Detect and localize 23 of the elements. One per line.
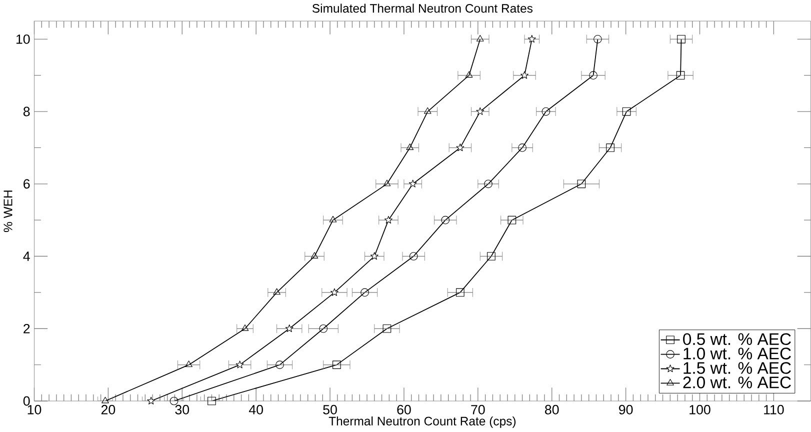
y-tick-label: 6 <box>24 179 30 189</box>
x-tick-label: 90 <box>619 405 633 415</box>
y-tick-label: 0 <box>23 396 30 406</box>
x-tick-label: 70 <box>471 405 485 415</box>
x-tick-label: 80 <box>545 405 559 415</box>
y-tick-label: 10 <box>16 34 30 44</box>
y-tick-label: 4 <box>23 252 30 262</box>
x-tick-label: 110 <box>764 405 784 415</box>
legend-label: 1.5 wt. % AEC <box>684 362 791 374</box>
x-tick-label: 100 <box>690 405 710 415</box>
x-tick-label: 30 <box>175 405 190 415</box>
legend-label: 0.5 wt. % AEC <box>683 333 791 346</box>
y-tick-label: 2 <box>24 324 30 334</box>
x-tick-label: 40 <box>248 405 263 415</box>
chart-title: Simulated Thermal Neutron Count Rates <box>312 4 533 13</box>
x-tick-label: 50 <box>323 405 337 415</box>
y-axis-title: % WEH <box>4 190 12 232</box>
x-tick-label: 60 <box>397 405 411 415</box>
x-axis-title: Thermal Neutron Count Rate (cps) <box>328 416 516 428</box>
x-tick-label: 20 <box>101 405 116 415</box>
y-tick-label: 8 <box>23 107 30 116</box>
legend-label: 1.0 wt. % AEC <box>684 348 791 360</box>
legend-label: 2.0 wt. % AEC <box>683 376 791 389</box>
